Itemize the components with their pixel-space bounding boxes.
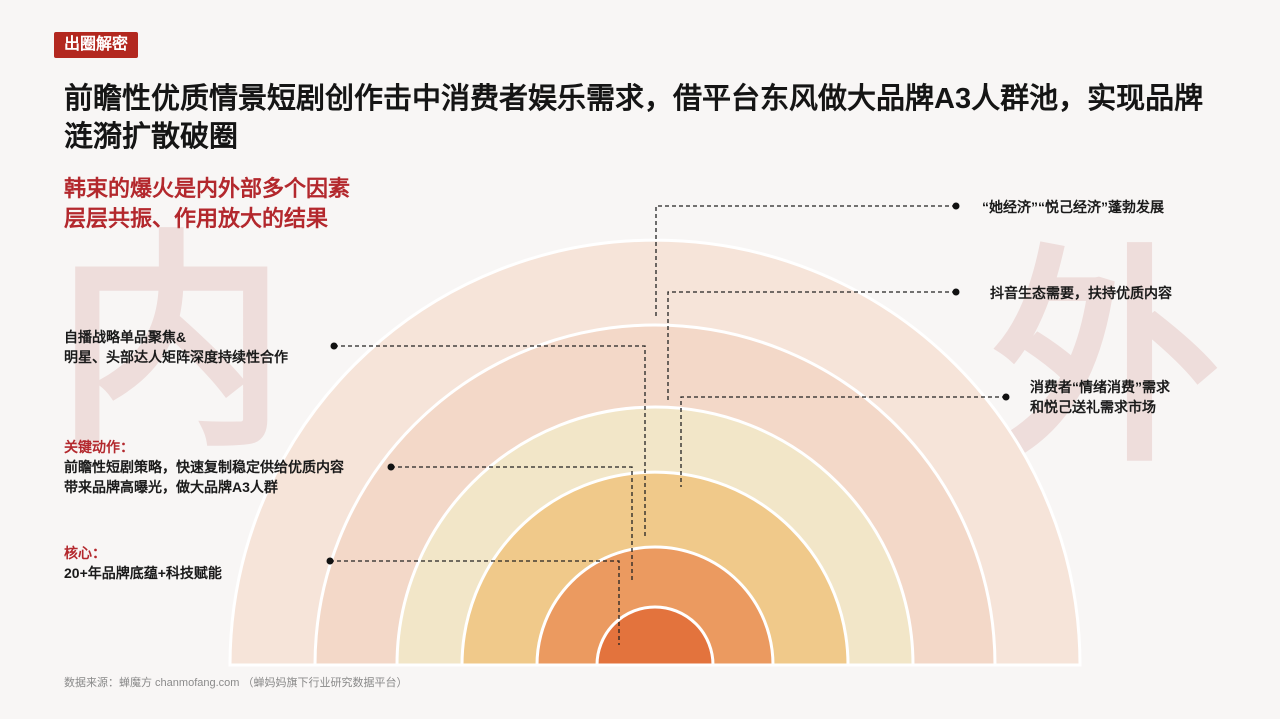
label-strategy: 自播战略单品聚焦& 明星、头部达人矩阵深度持续性合作 (64, 327, 288, 367)
connector-key-action (391, 466, 633, 583)
connector-dots (326, 202, 1010, 565)
connector-core (330, 560, 620, 645)
page-title: 前瞻性优质情景短剧创作击中消费者娱乐需求，借平台东风做大品牌A3人群池，实现品牌… (64, 83, 1204, 153)
label-consumer-line-1: 消费者“情绪消费”需求 (1030, 379, 1170, 395)
dot-key-action (387, 463, 395, 471)
dot-consumer (1002, 393, 1010, 401)
connector-douyin (667, 291, 956, 402)
label-strategy-line-2: 明星、头部达人矩阵深度持续性合作 (64, 349, 288, 365)
outer-watermark-char: 外 (990, 231, 1221, 488)
ripple-ring-6 (595, 605, 715, 667)
section-tag: 出圈解密 (54, 32, 139, 58)
connector-strategy (334, 345, 646, 537)
label-core-heading: 核心： (64, 545, 106, 561)
dot-strategy (330, 342, 338, 350)
dot-douyin (952, 288, 960, 296)
label-douyin: 抖音生态需要，扶持优质内容 (990, 283, 1172, 303)
connector-lines (330, 205, 1006, 645)
dot-economy (952, 202, 960, 210)
data-source: 数据来源：蝉魔方 chanmofang.com （蝉妈妈旗下行业研究数据平台） (64, 677, 408, 689)
subtitle-line-2: 层层共振、作用放大的结果 (64, 206, 329, 231)
label-key-action: 关键动作： 前瞻性短剧策略，快速复制稳定供给优质内容 带来品牌高曝光，做大品牌A… (64, 437, 344, 497)
label-key-action-line-2: 带来品牌高曝光，做大品牌A3人群 (64, 479, 278, 495)
subtitle-line-1: 韩束的爆火是内外部多个因素 (64, 176, 351, 201)
label-economy-line-1: “她经济”“悦己经济”蓬勃发展 (982, 199, 1164, 215)
label-core: 核心： 20+年品牌底蕴+科技赋能 (64, 543, 222, 583)
label-key-action-line-1: 前瞻性短剧策略，快速复制稳定供给优质内容 (64, 459, 344, 475)
inner-watermark-char: 内 (56, 216, 287, 473)
label-key-action-heading: 关键动作： (64, 439, 134, 455)
label-strategy-line-1: 自播战略单品聚焦& (64, 329, 187, 345)
connector-consumer (680, 396, 1006, 487)
label-core-line-1: 20+年品牌底蕴+科技赋能 (64, 565, 222, 581)
label-consumer: 消费者“情绪消费”需求 和悦己送礼需求市场 (1030, 377, 1170, 417)
ripple-rings (228, 238, 1082, 667)
label-consumer-line-2: 和悦己送礼需求市场 (1030, 399, 1156, 415)
subtitle: 韩束的爆火是内外部多个因素 层层共振、作用放大的结果 (64, 174, 424, 234)
connector-economy (655, 205, 956, 316)
dot-core (326, 557, 334, 565)
label-douyin-line-1: 抖音生态需要，扶持优质内容 (990, 285, 1172, 301)
label-economy: “她经济”“悦己经济”蓬勃发展 (982, 197, 1164, 217)
